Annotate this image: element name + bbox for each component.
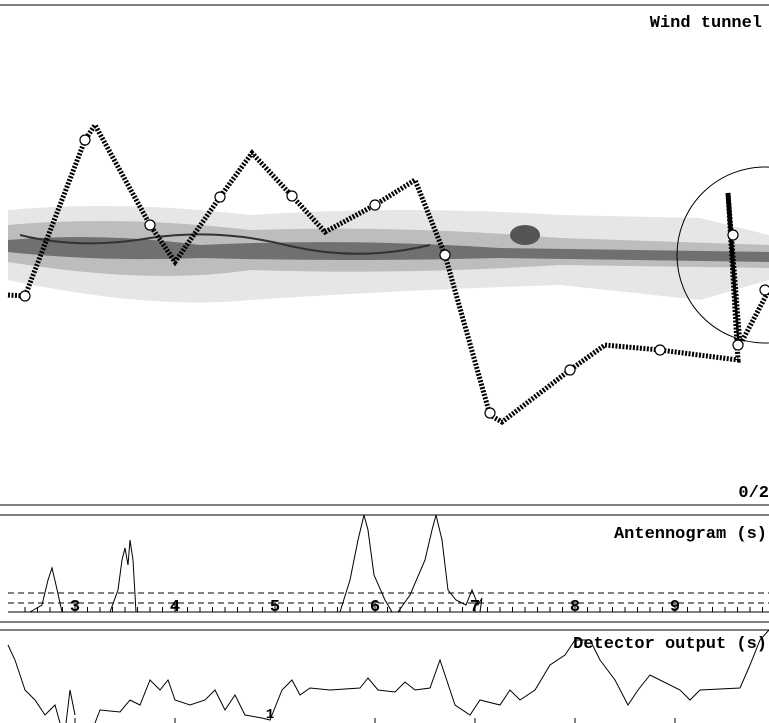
antennogram-trace xyxy=(30,515,482,612)
simulation-view: Wind tunnel 0/2 Antennogram (s) 3456789 … xyxy=(0,0,769,723)
tick-label: 3 xyxy=(70,598,80,617)
panel-title: Wind tunnel xyxy=(650,14,762,33)
trial-counter: 0/2 xyxy=(738,484,769,503)
tick-label: 7 xyxy=(470,598,480,617)
position-marker: 1 xyxy=(266,707,274,723)
tick-label: 5 xyxy=(270,598,280,617)
tick-label: 4 xyxy=(170,598,180,617)
panel-title: Antennogram (s) xyxy=(614,525,767,544)
tick-label: 8 xyxy=(570,598,580,617)
tick-label: 9 xyxy=(670,598,680,617)
odor-plume xyxy=(8,206,769,303)
bottom-ticks xyxy=(75,718,675,723)
tick-label: 6 xyxy=(370,598,380,617)
page: Wind tunnel 0/2 Antennogram (s) 3456789 … xyxy=(0,0,769,723)
panel-title: Detector output (s) xyxy=(573,635,767,654)
